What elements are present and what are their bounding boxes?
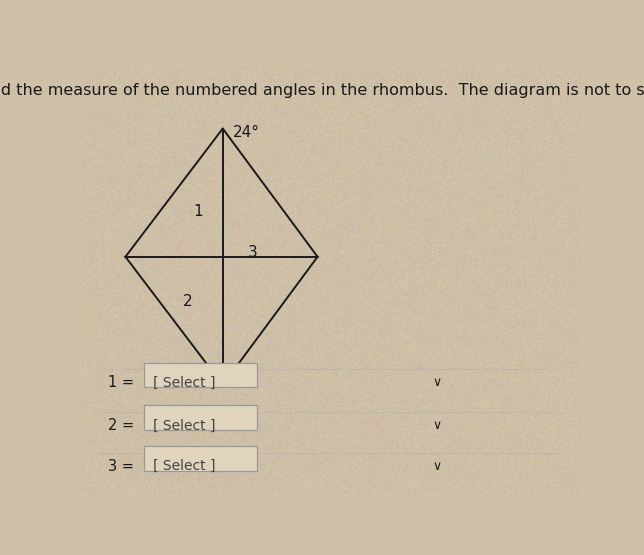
Text: 2: 2	[183, 294, 193, 309]
Text: [ Select ]: [ Select ]	[153, 376, 215, 390]
FancyBboxPatch shape	[144, 362, 257, 387]
Text: 1: 1	[193, 204, 203, 219]
FancyBboxPatch shape	[144, 446, 257, 471]
Text: 3 =: 3 =	[108, 458, 134, 473]
Text: 24°: 24°	[232, 125, 260, 140]
FancyBboxPatch shape	[144, 405, 257, 430]
Text: ∨: ∨	[433, 419, 442, 432]
Text: 2 =: 2 =	[108, 418, 134, 433]
Text: Find the measure of the numbered angles in the rhombus.  The diagram is not to s: Find the measure of the numbered angles …	[0, 83, 644, 98]
Text: 3: 3	[248, 245, 258, 260]
Text: ∨: ∨	[433, 460, 442, 473]
Text: 1 =: 1 =	[108, 375, 134, 390]
Text: [ Select ]: [ Select ]	[153, 418, 215, 432]
Text: [ Select ]: [ Select ]	[153, 459, 215, 473]
Text: ∨: ∨	[433, 376, 442, 389]
